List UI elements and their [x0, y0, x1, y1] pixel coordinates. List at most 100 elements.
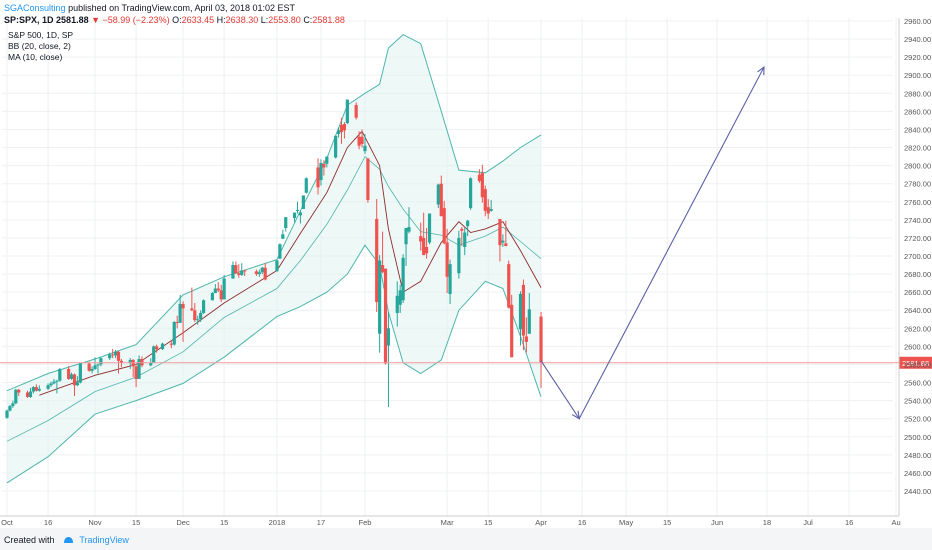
candle: [178, 294, 182, 323]
candle-body: [28, 391, 33, 397]
y-tick-label: 2700.00: [904, 252, 931, 261]
legend-bb[interactable]: BB (20, close, 2): [8, 41, 71, 51]
candle: [466, 219, 470, 237]
candle-body: [336, 130, 341, 134]
candle: [322, 160, 326, 176]
chart-canvas[interactable]: 2581.88 2440.00 2460.00 2480.00 2500.00 2520…: [0, 0, 932, 528]
candle-body: [99, 358, 103, 365]
quote-line: SP:SPX, 1D 2581.88 ▼ −58.99 (−2.23%) O:2…: [4, 14, 345, 26]
author-link[interactable]: SGAConsulting: [4, 3, 66, 13]
candle: [357, 131, 361, 150]
candle: [17, 388, 21, 397]
candle: [5, 409, 9, 419]
candle-body: [278, 244, 282, 259]
candle: [375, 199, 379, 313]
candle: [342, 122, 347, 139]
candle-body: [96, 364, 100, 366]
candle: [504, 220, 508, 247]
candle-body: [507, 264, 511, 308]
candle: [469, 177, 473, 210]
published-text: published on TradingView.com, April 03, …: [68, 3, 296, 13]
y-tick-label: 2680.00: [904, 270, 931, 279]
candle: [116, 350, 121, 374]
candle: [301, 195, 305, 209]
candle: [386, 312, 391, 407]
candle: [354, 102, 358, 120]
open-label: O:: [172, 15, 182, 25]
candle: [72, 373, 77, 397]
forecast-arrow[interactable]: [540, 65, 765, 420]
candle-body: [489, 209, 493, 211]
candle-body: [498, 218, 502, 246]
x-tick-label: Nov: [88, 518, 102, 527]
x-tick-label: Feb: [359, 518, 372, 527]
candle-body: [463, 232, 467, 247]
candle: [260, 266, 264, 275]
candle-body: [319, 162, 323, 181]
candle: [216, 282, 220, 293]
x-tick-label: 16: [845, 518, 853, 527]
legend-series[interactable]: S&P 500, 1D, SP: [8, 30, 74, 40]
candle: [539, 312, 543, 388]
candle-body: [155, 346, 159, 350]
candle-body: [37, 388, 41, 391]
candle: [172, 321, 176, 346]
x-tick-label: Dec: [176, 518, 190, 527]
candle: [463, 227, 467, 256]
candle: [263, 263, 267, 281]
candle-body: [477, 174, 482, 181]
candle-body: [181, 303, 185, 309]
candle-body: [72, 374, 77, 386]
ma-line: [39, 130, 542, 396]
legend-ma[interactable]: MA (10, close): [8, 52, 63, 62]
bb-upper-line: [6, 33, 542, 392]
candle-body: [69, 374, 74, 379]
candle: [181, 301, 185, 342]
candle: [90, 366, 94, 374]
candle-body: [257, 272, 261, 275]
candle-body: [193, 310, 197, 321]
candle-body: [334, 135, 338, 158]
candle-body: [539, 316, 543, 363]
x-tick-label: Mar: [441, 518, 454, 527]
tradingview-link[interactable]: TradingView: [79, 535, 129, 545]
candle: [480, 164, 484, 203]
candle-body: [363, 145, 367, 152]
y-tick-label: 2440.00: [904, 487, 931, 496]
low-label: L:: [260, 15, 269, 25]
candle-body: [169, 343, 173, 345]
y-tick-label: 2620.00: [904, 324, 931, 333]
close-label: C:: [303, 15, 313, 25]
y-tick-label: 2520.00: [904, 415, 931, 424]
y-tick-label: 2540.00: [904, 397, 931, 406]
candle-body: [301, 195, 305, 209]
candles: [5, 99, 543, 419]
candle-body: [243, 270, 247, 272]
y-tick-label: 2720.00: [904, 234, 931, 243]
candle-body: [345, 99, 349, 124]
y-tick-label: 2560.00: [904, 379, 931, 388]
candle: [339, 117, 344, 144]
candle: [457, 230, 461, 279]
candle: [196, 315, 200, 325]
candle-body: [395, 295, 399, 313]
candle: [210, 292, 214, 301]
candle: [113, 350, 118, 359]
candle-body: [55, 380, 59, 382]
candle-body: [201, 300, 206, 313]
candle: [319, 159, 323, 186]
candle: [366, 158, 370, 203]
candle: [422, 212, 426, 256]
candle-body: [521, 284, 526, 336]
y-tick-label: 2480.00: [904, 451, 931, 460]
candle: [137, 355, 141, 379]
last-price-tag: [899, 356, 932, 369]
candle-body: [237, 273, 241, 275]
candle: [448, 259, 452, 304]
candle-body: [222, 278, 226, 300]
candle: [160, 342, 165, 350]
candle: [483, 185, 487, 217]
candle-body: [501, 240, 505, 243]
candle-body: [510, 304, 514, 358]
candle-body: [196, 319, 200, 321]
